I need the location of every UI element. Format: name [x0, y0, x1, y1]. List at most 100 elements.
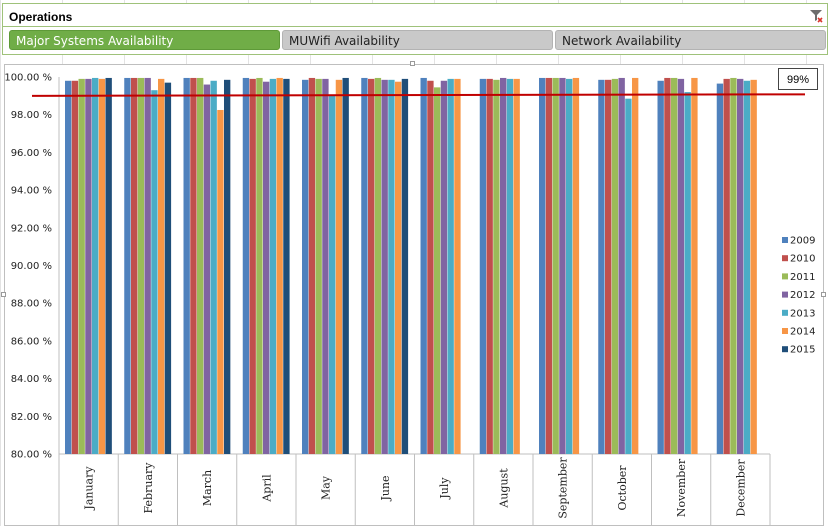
resize-handle-left[interactable]	[1, 292, 6, 297]
bar-2011-october	[611, 78, 619, 454]
bar-2009-may	[302, 79, 309, 454]
bar-2011-january	[78, 78, 85, 454]
bar-2012-december	[737, 78, 744, 454]
bar-2012-may	[322, 78, 329, 454]
bar-2015-march	[224, 79, 231, 454]
bar-2009-december	[716, 83, 724, 454]
bar-2011-may	[315, 78, 322, 454]
bar-2013-march	[210, 80, 217, 455]
bar-2014-september	[572, 77, 580, 454]
bar-2015-february	[164, 82, 172, 454]
x-tick-label: August	[497, 468, 510, 509]
bar-2010-june	[368, 78, 375, 454]
bar-2015-june	[401, 78, 409, 454]
bar-2010-november	[664, 77, 671, 454]
bar-2011-july	[434, 87, 441, 455]
bar-2012-october	[618, 77, 625, 454]
clear-filter-icon[interactable]	[809, 9, 823, 23]
bar-2011-november	[671, 77, 678, 454]
bar-2014-august	[513, 78, 520, 454]
legend-entry-2014: 2014	[790, 327, 815, 338]
legend-entry-2010: 2010	[790, 254, 815, 265]
legend-swatch-2011	[782, 273, 788, 280]
legend-swatch-2012	[782, 291, 788, 298]
slicer-button-muwifi[interactable]: MUWifi Availability	[282, 30, 553, 50]
bar-2011-february	[137, 77, 145, 454]
legend-swatch-2014	[782, 328, 788, 334]
bar-2011-august	[493, 79, 500, 454]
bar-2014-march	[217, 109, 224, 455]
legend-entry-2013: 2013	[790, 308, 815, 319]
bar-2012-march	[203, 84, 211, 454]
bar-2009-march	[183, 77, 190, 454]
bar-2012-january	[85, 78, 92, 454]
bar-2013-august	[506, 78, 514, 454]
bar-2010-april	[249, 78, 256, 454]
bar-2014-july	[454, 78, 461, 454]
y-tick-label: 86.00 %	[11, 336, 52, 347]
bar-2010-may	[308, 77, 316, 454]
x-tick-label: December	[734, 459, 747, 517]
legend-swatch-2010	[782, 255, 788, 262]
bar-2009-july	[420, 77, 427, 454]
x-tick-label: September	[557, 457, 570, 519]
bar-2014-october	[632, 77, 639, 454]
bar-2014-april	[276, 77, 283, 454]
bar-2011-december	[730, 77, 737, 454]
bar-2012-september	[559, 77, 566, 454]
bar-2013-february	[151, 90, 158, 454]
legend-entry-2011: 2011	[790, 272, 815, 283]
y-tick-label: 96.00 %	[11, 148, 52, 159]
bar-2013-april	[269, 78, 277, 454]
legend-entry-2012: 2012	[790, 290, 815, 301]
operations-slicer: Operations Major Systems Availability MU…	[2, 3, 828, 55]
bar-2013-january	[92, 77, 99, 454]
resize-handle-top[interactable]	[410, 61, 415, 66]
bar-2012-july	[440, 80, 448, 455]
slicer-button-major-systems[interactable]: Major Systems Availability	[9, 30, 280, 50]
bar-2013-june	[388, 79, 395, 454]
y-tick-label: 98.00 %	[11, 110, 52, 121]
bar-2012-february	[144, 77, 151, 454]
bar-2013-july	[447, 78, 454, 454]
bar-2014-november	[691, 77, 698, 454]
bar-2010-january	[71, 80, 79, 455]
bar-2011-march	[197, 77, 204, 454]
y-tick-label: 80.00 %	[11, 450, 52, 461]
legend-swatch-2015	[782, 346, 788, 353]
bar-2009-april	[242, 77, 250, 454]
bar-2013-october	[625, 98, 632, 455]
target-label-box: 99%	[778, 68, 818, 90]
bar-2012-april	[263, 81, 270, 455]
bar-2010-july	[427, 80, 434, 455]
x-tick-label: January	[83, 466, 96, 511]
bar-2009-october	[598, 79, 605, 454]
bar-2010-december	[723, 78, 730, 454]
bar-2009-november	[657, 80, 664, 455]
bar-2013-may	[329, 94, 336, 454]
legend-swatch-2009	[782, 237, 788, 243]
bar-2014-december	[750, 79, 757, 454]
y-tick-label: 88.00 %	[11, 299, 52, 310]
bar-2011-june	[374, 77, 382, 454]
bar-2009-august	[479, 78, 487, 454]
legend-entry-2015: 2015	[790, 345, 815, 356]
slicer-button-network[interactable]: Network Availability	[555, 30, 826, 50]
bar-2009-february	[124, 77, 131, 454]
bar-2010-august	[486, 78, 493, 454]
bar-2015-january	[105, 77, 112, 454]
bar-2012-august	[500, 77, 507, 454]
bar-2010-september	[545, 77, 553, 454]
slicer-divider	[3, 26, 827, 27]
bar-2015-may	[342, 77, 349, 454]
bar-2009-september	[539, 77, 546, 454]
target-line	[31, 93, 806, 97]
bar-2014-february	[158, 78, 165, 454]
resize-handle-right[interactable]	[821, 292, 826, 297]
y-tick-label: 82.00 %	[11, 412, 52, 423]
y-tick-label: 90.00 %	[11, 261, 52, 272]
x-tick-label: November	[675, 458, 688, 517]
bar-2013-december	[743, 80, 751, 455]
bar-2014-june	[395, 81, 402, 455]
